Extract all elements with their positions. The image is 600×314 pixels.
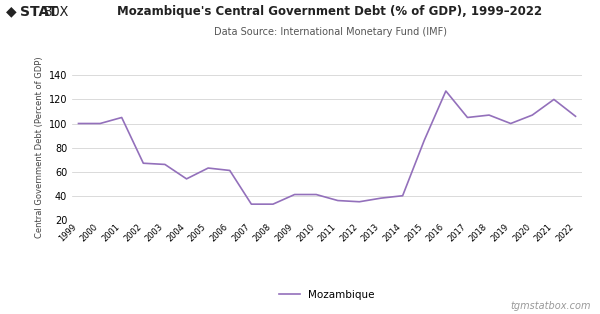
Text: tgmstatbox.com: tgmstatbox.com [511,301,591,311]
Text: BOX: BOX [44,5,69,19]
Text: ◆: ◆ [6,5,17,19]
Text: Mozambique's Central Government Debt (% of GDP), 1999–2022: Mozambique's Central Government Debt (% … [118,5,542,18]
Y-axis label: Central Government Debt (Percent of GDP): Central Government Debt (Percent of GDP) [35,57,44,238]
Text: Data Source: International Monetary Fund (IMF): Data Source: International Monetary Fund… [214,27,446,37]
Legend: Mozambique: Mozambique [275,286,379,304]
Text: STAT: STAT [20,5,58,19]
